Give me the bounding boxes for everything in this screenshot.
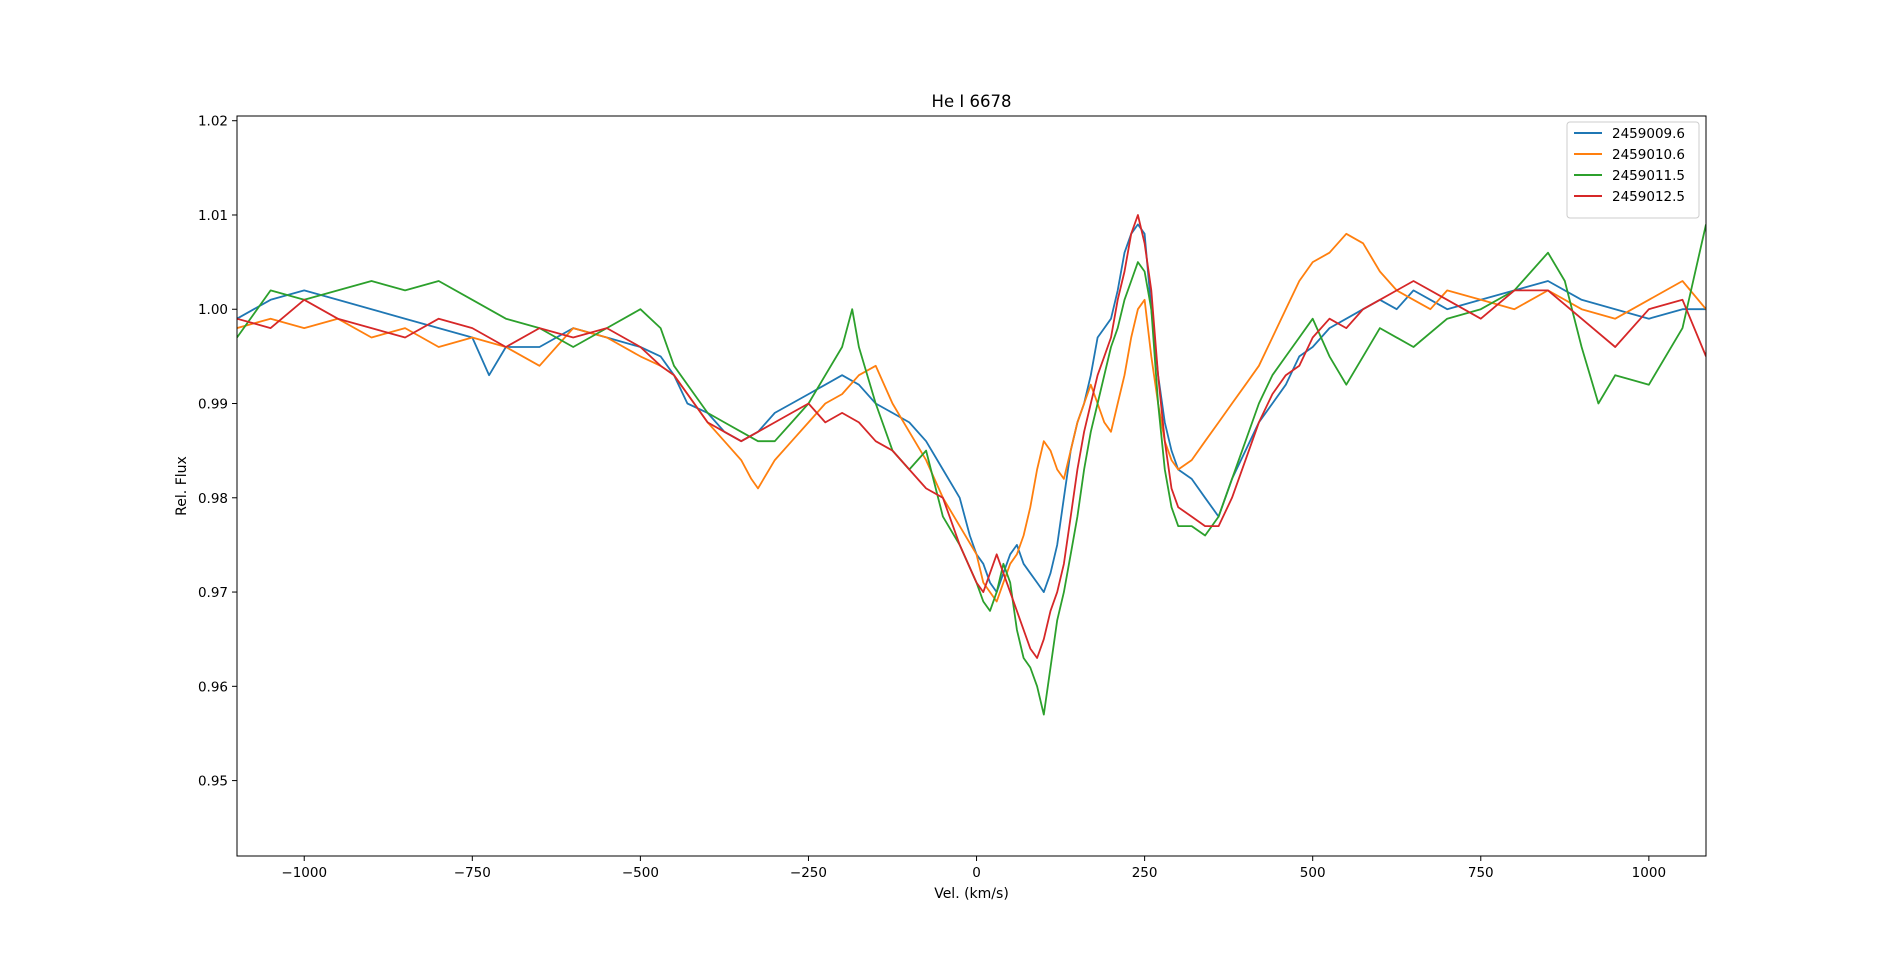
x-tick-label: −750 bbox=[454, 865, 491, 881]
series-layer bbox=[237, 214, 1706, 716]
y-tick-label: 0.99 bbox=[198, 397, 228, 413]
y-tick-label: 0.97 bbox=[198, 585, 228, 601]
x-tick-label: 750 bbox=[1468, 865, 1494, 881]
x-tick-label: 1000 bbox=[1632, 865, 1666, 881]
legend-box bbox=[1566, 121, 1700, 219]
plot-frame bbox=[236, 115, 1707, 857]
x-tick-label: 250 bbox=[1132, 865, 1158, 881]
y-tick-label: 0.96 bbox=[198, 679, 228, 695]
x-axis-label: Vel. (km/s) bbox=[934, 886, 1009, 902]
series-line-2459012.5 bbox=[237, 214, 1706, 659]
legend: 2459009.6 2459010.6 2459011.5 2459012.5 bbox=[1566, 121, 1700, 219]
chart-title: He I 6678 bbox=[932, 92, 1012, 111]
y-tick-label: 1.02 bbox=[198, 114, 228, 130]
y-tick-label: 0.95 bbox=[198, 774, 228, 790]
legend-label: 2459012.5 bbox=[1612, 189, 1685, 205]
y-tick-label: 0.98 bbox=[198, 491, 228, 507]
y-axis-label: Rel. Flux bbox=[174, 456, 190, 516]
x-axis: −1000 −750 −500 −250 0 250 500 750 1000 bbox=[281, 856, 1666, 881]
y-tick-label: 1.01 bbox=[198, 208, 228, 224]
legend-label: 2459011.5 bbox=[1612, 168, 1685, 184]
x-tick-label: −500 bbox=[622, 865, 659, 881]
legend-label: 2459009.6 bbox=[1612, 126, 1685, 142]
y-axis: 0.95 0.96 0.97 0.98 0.99 1.00 1.01 1.02 bbox=[198, 114, 237, 790]
y-tick-label: 1.00 bbox=[198, 302, 228, 318]
x-tick-label: −250 bbox=[790, 865, 827, 881]
x-tick-label: −1000 bbox=[281, 865, 327, 881]
x-tick-label: 0 bbox=[972, 865, 981, 881]
legend-label: 2459010.6 bbox=[1612, 147, 1685, 163]
series-line-2459011.5 bbox=[237, 224, 1706, 716]
x-tick-label: 500 bbox=[1300, 865, 1326, 881]
